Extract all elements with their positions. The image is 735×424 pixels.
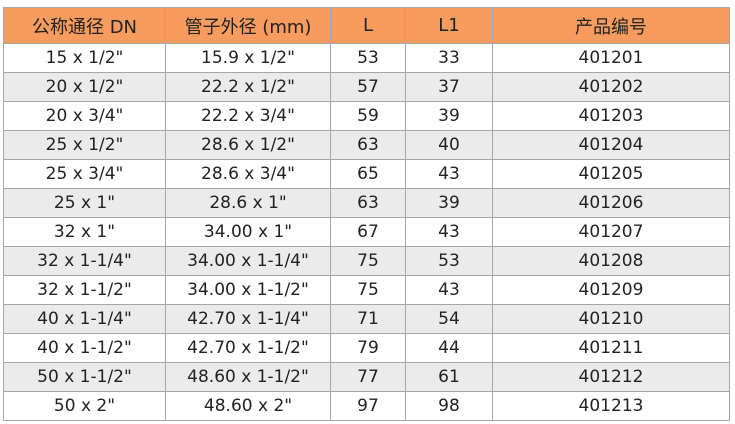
table-cell: 50 x 1-1/2" [3,362,166,392]
table-cell: 39 [405,188,493,218]
table-cell: 34.00 x 1" [165,217,331,247]
table-cell: 401206 [492,188,730,218]
table-cell: 401208 [492,246,730,276]
table-cell: 42.70 x 1-1/2" [165,333,331,363]
table-row: 25 x 1" 28.6 x 1" 63 39 401206 [3,188,730,218]
table-cell: 44 [405,333,493,363]
table-cell: 401209 [492,275,730,305]
table-row: 32 x 1-1/2" 34.00 x 1-1/2" 75 43 401209 [3,275,730,305]
table-cell: 39 [405,101,493,131]
table-cell: 40 x 1-1/2" [3,333,166,363]
table-row: 25 x 1/2" 28.6 x 1/2" 63 40 401204 [3,130,730,160]
table-cell: 22.2 x 1/2" [165,72,331,102]
table-cell: 25 x 3/4" [3,159,166,189]
table-cell: 20 x 3/4" [3,101,166,131]
table-cell: 25 x 1/2" [3,130,166,160]
table-cell: 57 [330,72,406,102]
table-cell: 401203 [492,101,730,131]
table-cell: 401213 [492,391,730,421]
table-cell: 401210 [492,304,730,334]
table-cell: 401204 [492,130,730,160]
column-header: L [330,7,406,44]
table-cell: 59 [330,101,406,131]
table-cell: 401202 [492,72,730,102]
table-row: 15 x 1/2" 15.9 x 1/2" 53 33 401201 [3,43,730,73]
table-cell: 54 [405,304,493,334]
table-cell: 61 [405,362,493,392]
table-cell: 40 x 1-1/4" [3,304,166,334]
header-row: 公称通径 DN 管子外径 (mm) L L1 产品编号 [3,7,730,44]
table-cell: 98 [405,391,493,421]
table-cell: 401205 [492,159,730,189]
table-cell: 43 [405,275,493,305]
table-cell: 75 [330,275,406,305]
table-cell: 71 [330,304,406,334]
table-cell: 37 [405,72,493,102]
column-header: 公称通径 DN [3,7,166,44]
table-cell: 28.6 x 1/2" [165,130,331,160]
table-cell: 43 [405,217,493,247]
table-cell: 20 x 1/2" [3,72,166,102]
table-cell: 15.9 x 1/2" [165,43,331,73]
column-header: L1 [405,7,493,44]
table-cell: 401201 [492,43,730,73]
table-row: 32 x 1" 34.00 x 1" 67 43 401207 [3,217,730,247]
table-row: 40 x 1-1/2" 42.70 x 1-1/2" 79 44 401211 [3,333,730,363]
table-cell: 32 x 1-1/4" [3,246,166,276]
table-cell: 43 [405,159,493,189]
table-cell: 75 [330,246,406,276]
table-row: 32 x 1-1/4" 34.00 x 1-1/4" 75 53 401208 [3,246,730,276]
table-cell: 28.6 x 1" [165,188,331,218]
table-cell: 28.6 x 3/4" [165,159,331,189]
table-cell: 50 x 2" [3,391,166,421]
table-cell: 97 [330,391,406,421]
table-cell: 33 [405,43,493,73]
table-cell: 401211 [492,333,730,363]
table-cell: 22.2 x 3/4" [165,101,331,131]
table-cell: 32 x 1-1/2" [3,275,166,305]
table-cell: 65 [330,159,406,189]
table-row: 50 x 2" 48.60 x 2" 97 98 401213 [3,391,730,421]
table-cell: 40 [405,130,493,160]
table-row: 25 x 3/4" 28.6 x 3/4" 65 43 401205 [3,159,730,189]
table-cell: 32 x 1" [3,217,166,247]
table-cell: 63 [330,130,406,160]
table-row: 20 x 3/4" 22.2 x 3/4" 59 39 401203 [3,101,730,131]
table-cell: 79 [330,333,406,363]
table-cell: 34.00 x 1-1/2" [165,275,331,305]
column-header: 产品编号 [492,7,730,44]
product-table: 公称通径 DN 管子外径 (mm) L L1 产品编号 15 x 1/2" 15.9 x … [3,7,730,421]
table-cell: 15 x 1/2" [3,43,166,73]
table-row: 50 x 1-1/2" 48.60 x 1-1/2" 77 61 401212 [3,362,730,392]
table-cell: 25 x 1" [3,188,166,218]
table-cell: 63 [330,188,406,218]
table-cell: 53 [405,246,493,276]
table-row: 40 x 1-1/4" 42.70 x 1-1/4" 71 54 401210 [3,304,730,334]
table-cell: 42.70 x 1-1/4" [165,304,331,334]
table-cell: 48.60 x 2" [165,391,331,421]
table-cell: 401207 [492,217,730,247]
table-row: 20 x 1/2" 22.2 x 1/2" 57 37 401202 [3,72,730,102]
table-cell: 77 [330,362,406,392]
table-cell: 34.00 x 1-1/4" [165,246,331,276]
table-cell: 53 [330,43,406,73]
table-cell: 67 [330,217,406,247]
table-cell: 48.60 x 1-1/2" [165,362,331,392]
table-cell: 401212 [492,362,730,392]
column-header: 管子外径 (mm) [165,7,331,44]
